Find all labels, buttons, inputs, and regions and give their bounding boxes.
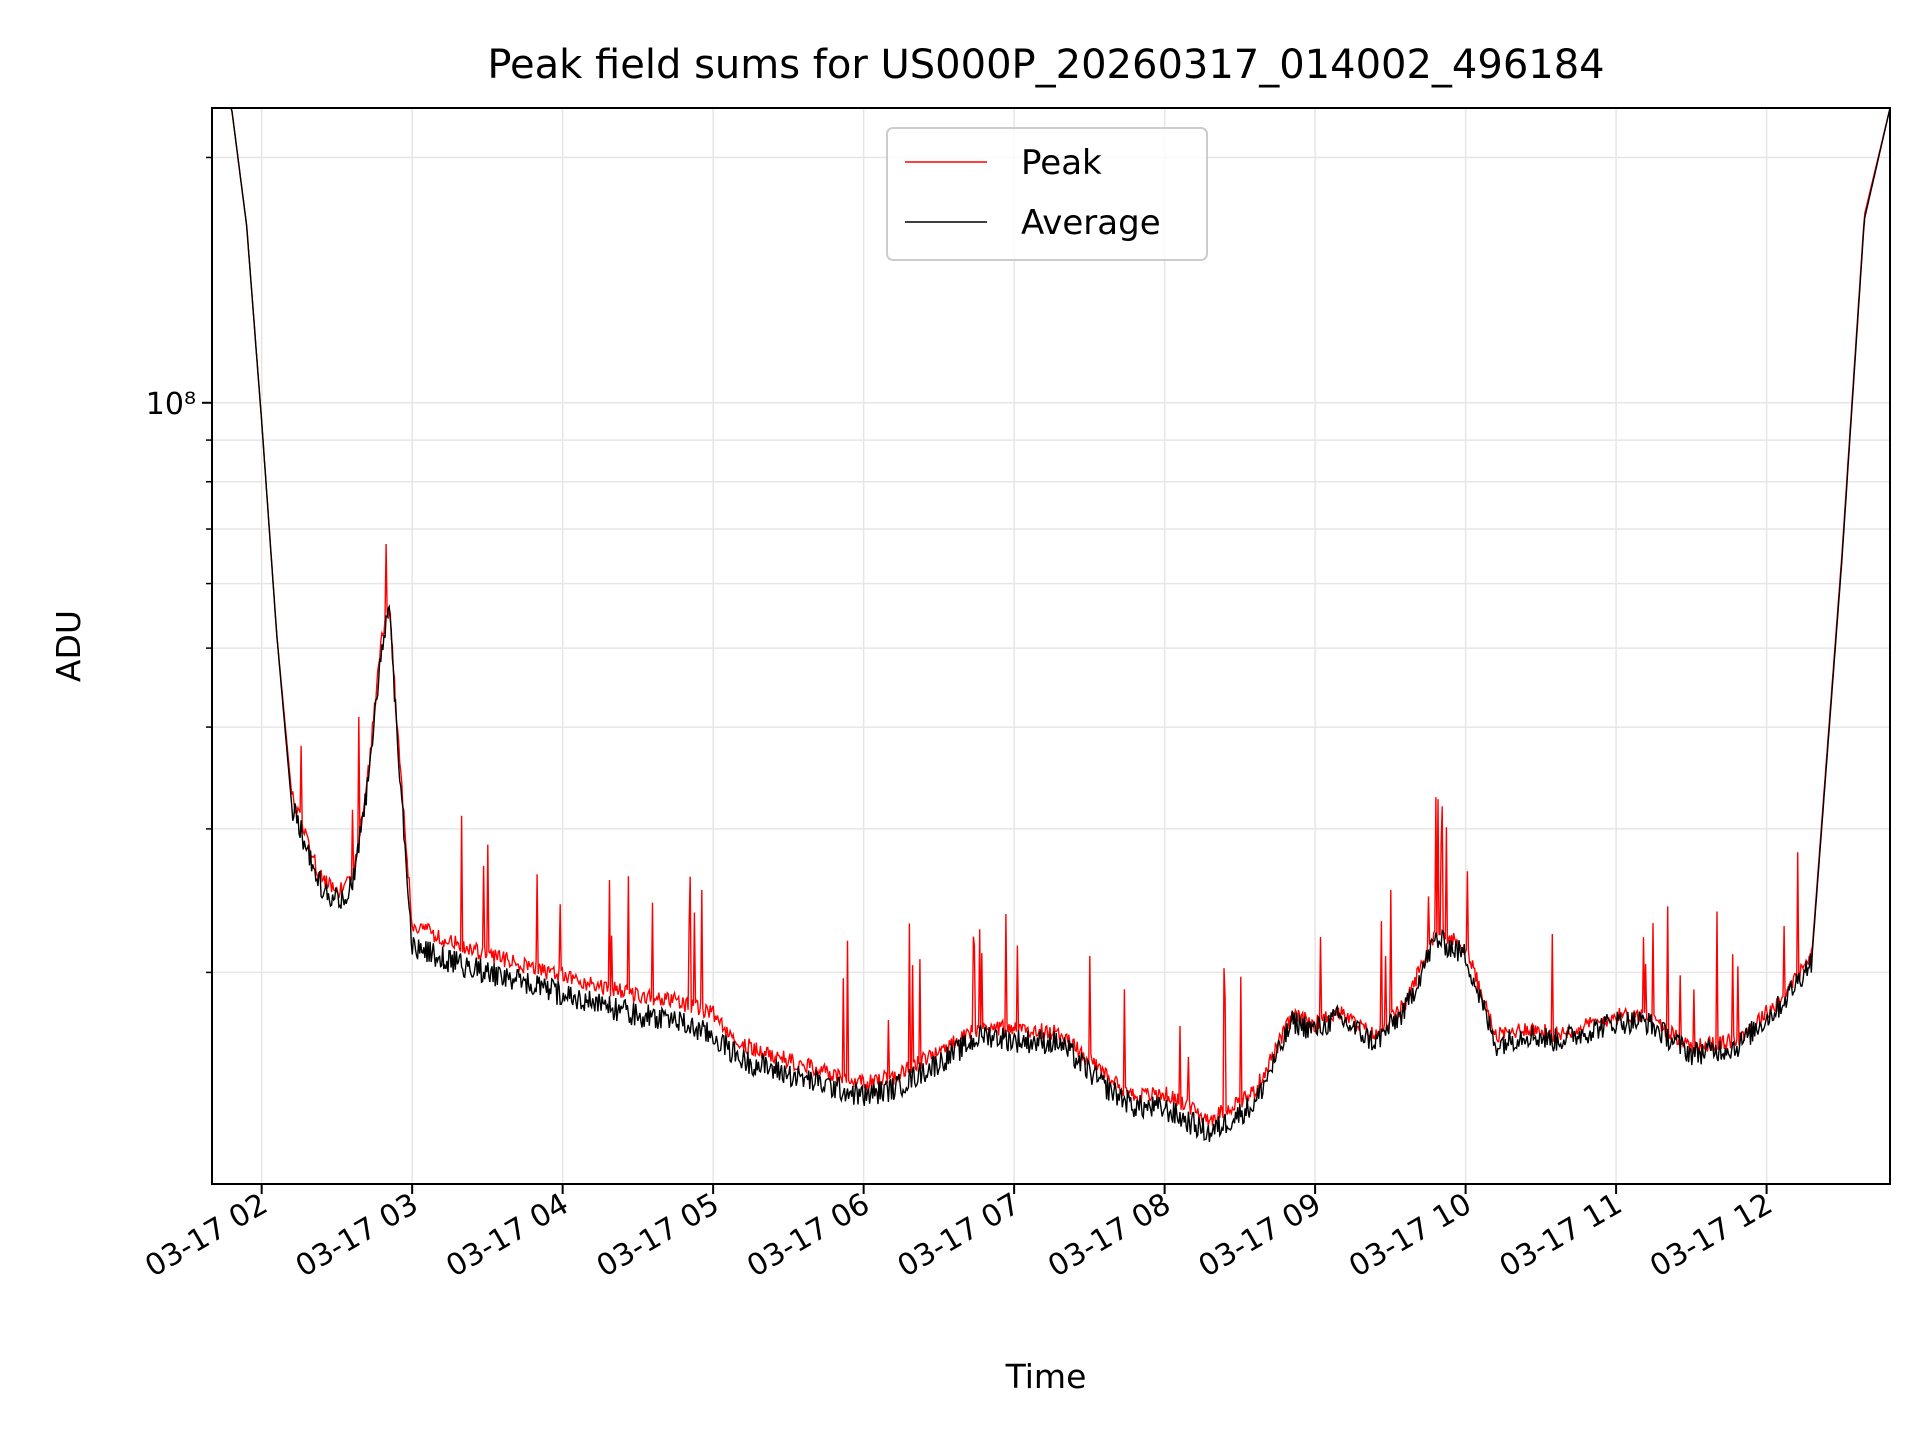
chart-title: Peak field sums for US000P_20260317_0140… bbox=[487, 42, 1604, 88]
axes-frame bbox=[211, 107, 1891, 1185]
legend-box bbox=[886, 127, 1208, 261]
grid-lines bbox=[212, 108, 1890, 1184]
x-axis-label: Time bbox=[1005, 1357, 1087, 1396]
series-line-average bbox=[212, 108, 1890, 1142]
y-tick-label: 10⁸ bbox=[146, 387, 196, 422]
series-layer bbox=[212, 108, 1890, 1142]
legend: Peak Average bbox=[886, 127, 1208, 261]
legend-label-peak: Peak bbox=[1021, 143, 1102, 183]
legend-label-average: Average bbox=[1021, 203, 1161, 243]
y-axis-label: ADU bbox=[49, 610, 88, 682]
